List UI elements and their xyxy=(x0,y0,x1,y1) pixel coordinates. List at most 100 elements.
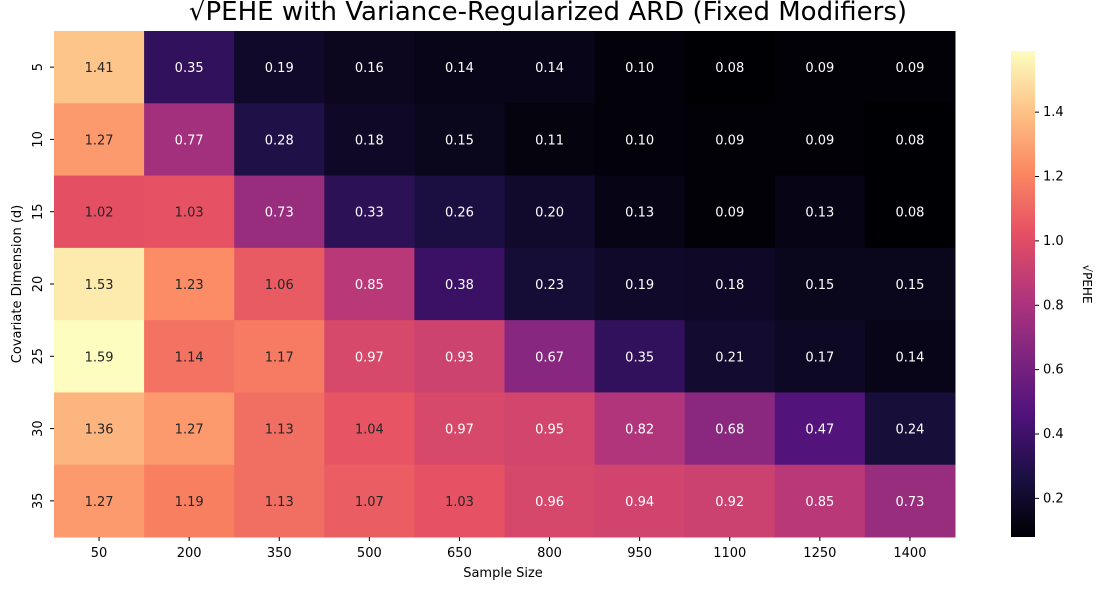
cell-value-label: 1.03 xyxy=(175,206,204,221)
heatmap-cell xyxy=(144,247,235,321)
cell-value-label: 0.97 xyxy=(355,350,384,365)
cell-value-label: 0.93 xyxy=(445,350,474,365)
heatmap-cell xyxy=(234,103,325,177)
heatmap-cell xyxy=(504,247,596,321)
heatmap-cell xyxy=(144,31,235,104)
heatmap-cell xyxy=(144,103,235,177)
cell-value-label: 0.94 xyxy=(625,495,654,510)
cell-value-label: 0.09 xyxy=(715,206,744,221)
heatmap-cell xyxy=(54,31,145,104)
chart-title: √PEHE with Variance-Regularized ARD (Fix… xyxy=(189,0,907,27)
cell-value-label: 1.14 xyxy=(175,350,204,365)
x-tick-label: 500 xyxy=(357,546,382,561)
cell-value-label: 0.24 xyxy=(895,423,924,438)
heatmap-cell xyxy=(864,103,956,177)
heatmap-cell xyxy=(594,247,686,321)
cell-value-label: 0.68 xyxy=(715,423,744,438)
cell-value-label: 0.14 xyxy=(535,61,564,76)
heatmap-cell xyxy=(684,464,776,538)
heatmap-cell xyxy=(774,464,866,538)
cell-value-label: 0.09 xyxy=(895,61,924,76)
heatmap-cell xyxy=(594,464,686,538)
x-tick-label: 650 xyxy=(447,546,472,561)
heatmap-cell xyxy=(864,31,956,104)
heatmap-cell xyxy=(504,175,596,249)
cell-value-label: 0.15 xyxy=(805,278,834,293)
cell-value-label: 0.26 xyxy=(445,206,474,221)
cell-value-label: 1.06 xyxy=(265,278,294,293)
cell-value-label: 1.27 xyxy=(85,133,114,148)
heatmap-cell xyxy=(144,320,235,393)
y-tick-label: 5 xyxy=(31,63,46,71)
cell-value-label: 1.02 xyxy=(85,206,114,221)
cell-value-label: 0.09 xyxy=(715,133,744,148)
colorbar-ticks: 0.2 0.4 0.6 0.8 1.0 1.2 1.4 xyxy=(1035,105,1064,506)
cell-value-label: 0.08 xyxy=(895,133,924,148)
heatmap-cell xyxy=(684,320,776,393)
x-tick-label: 200 xyxy=(177,546,202,561)
heatmap-cell xyxy=(774,175,866,249)
cell-value-label: 0.20 xyxy=(535,206,564,221)
cell-value-label: 0.35 xyxy=(175,61,204,76)
cell-value-label: 0.14 xyxy=(445,61,474,76)
cell-value-label: 1.07 xyxy=(355,495,384,510)
heatmap-cell xyxy=(864,464,956,538)
heatmap-cell xyxy=(504,320,596,393)
cell-value-label: 1.17 xyxy=(265,350,294,365)
heatmap-cell xyxy=(414,320,505,393)
heatmap-cell xyxy=(324,247,415,321)
heatmap-cell xyxy=(774,392,866,466)
cell-value-label: 0.18 xyxy=(715,278,744,293)
cell-value-label: 0.67 xyxy=(535,350,564,365)
heatmap-cell xyxy=(144,392,235,466)
heatmap-cell xyxy=(774,31,866,104)
cell-value-label: 0.23 xyxy=(535,278,564,293)
y-tick-label: 20 xyxy=(31,276,46,293)
x-tick-label: 1100 xyxy=(713,546,746,561)
cell-value-label: 0.19 xyxy=(265,61,294,76)
heatmap-cell xyxy=(234,247,325,321)
cell-value-label: 0.97 xyxy=(445,423,474,438)
cell-value-label: 0.08 xyxy=(715,61,744,76)
heatmap-cell xyxy=(594,392,686,466)
heatmap-cell xyxy=(594,320,686,393)
colorbar-tick-label: 1.0 xyxy=(1043,234,1064,249)
colorbar-tick-label: 0.6 xyxy=(1043,363,1064,378)
cell-value-label: 0.35 xyxy=(625,350,654,365)
colorbar-tick-label: 1.2 xyxy=(1043,170,1064,185)
y-tick-label: 15 xyxy=(31,203,46,220)
cell-value-label: 1.27 xyxy=(175,423,204,438)
x-tick-label: 800 xyxy=(537,546,562,561)
heatmap-cell xyxy=(324,103,415,177)
cell-value-label: 0.77 xyxy=(175,133,204,148)
colorbar-label: √PEHE xyxy=(1080,264,1094,303)
heatmap-cell xyxy=(414,247,505,321)
y-axis-label: Covariate Dimension (d) xyxy=(10,205,25,363)
cell-value-label: 1.23 xyxy=(175,278,204,293)
colorbar-tick-label: 0.4 xyxy=(1043,427,1064,442)
x-axis-ticks: 50 200 350 500 650 800 950 1100 1250 1400 xyxy=(91,537,926,561)
heatmap-cell xyxy=(54,175,145,249)
heatmap-cell xyxy=(234,31,325,104)
heatmap-cell xyxy=(54,320,145,393)
heatmap-cell xyxy=(234,175,325,249)
cell-value-label: 0.82 xyxy=(625,423,654,438)
cell-value-label: 0.13 xyxy=(805,206,834,221)
heatmap-cell xyxy=(684,103,776,177)
cell-value-label: 0.21 xyxy=(715,350,744,365)
heatmap-cell xyxy=(684,31,776,104)
heatmap-cell xyxy=(594,31,686,104)
cell-value-label: 0.15 xyxy=(445,133,474,148)
cell-value-label: 0.14 xyxy=(895,350,924,365)
heatmap-cell xyxy=(774,247,866,321)
heatmap-cells xyxy=(54,31,956,538)
heatmap-cell xyxy=(774,103,866,177)
x-axis-label: Sample Size xyxy=(463,566,543,581)
cell-value-label: 0.18 xyxy=(355,133,384,148)
cell-value-label: 0.95 xyxy=(535,423,564,438)
cell-value-label: 0.85 xyxy=(805,495,834,510)
cell-value-label: 0.10 xyxy=(625,133,654,148)
heatmap-cell xyxy=(144,175,235,249)
heatmap-cell xyxy=(324,392,415,466)
heatmap-cell xyxy=(864,247,956,321)
